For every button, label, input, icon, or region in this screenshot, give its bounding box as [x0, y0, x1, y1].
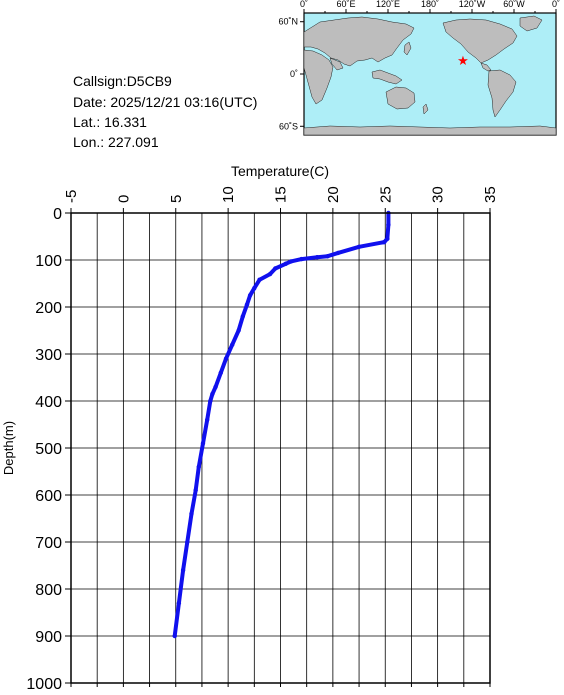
profile-point	[208, 398, 213, 404]
profile-point	[180, 568, 186, 573]
x-axis-ticks: -5 0 5 10 15 20 25 30 35	[63, 186, 499, 687]
callsign-text: Callsign:D5CB9	[73, 73, 172, 89]
map-lon-label: 120˚E	[376, 0, 400, 9]
x-tick-label: 0	[115, 195, 132, 203]
profile-point	[385, 236, 390, 242]
profile-point	[236, 328, 241, 333]
y-tick-label: 800	[35, 582, 62, 599]
map-lon-label: 0˚	[300, 0, 308, 9]
landmass-se-asia	[371, 69, 403, 85]
plot-grid	[70, 212, 491, 684]
profile-point	[283, 261, 288, 266]
station-marker-star-icon: ★	[457, 53, 469, 68]
x-tick-label: 5	[168, 195, 185, 203]
y-tick-label: 0	[53, 206, 62, 223]
map-lon-label: 60˚E	[336, 0, 355, 9]
x-tick-label: 35	[482, 186, 499, 203]
series-layer	[172, 210, 391, 639]
y-tick-label: 500	[35, 441, 62, 458]
map-lon-label: 60˚W	[503, 0, 525, 9]
y-tick-label: 1000	[26, 676, 62, 690]
y-tick-label: 700	[35, 535, 62, 552]
x-tick-label: -5	[63, 190, 80, 203]
profile-point	[240, 314, 245, 319]
map-lon-label: 0˚	[552, 0, 560, 9]
profile-point	[356, 244, 362, 250]
plot-frame	[70, 212, 491, 684]
y-tick-label: 100	[35, 253, 62, 270]
x-tick-label: 10	[220, 186, 237, 203]
landmass-greenland	[519, 15, 543, 32]
y-tick-label: 600	[35, 488, 62, 505]
x-tick-label: 15	[273, 186, 290, 203]
temperature-profile-line	[172, 211, 391, 638]
map-landmasses	[303, 15, 557, 136]
landmass-australia	[385, 86, 416, 110]
x-tick-label: 25	[377, 186, 394, 203]
map-lat-label: 60˚S	[279, 121, 298, 131]
x-tick-label: 20	[325, 186, 342, 203]
profile-point	[210, 391, 215, 397]
profile-point	[314, 254, 320, 260]
profile-point	[247, 293, 253, 298]
profile-point	[230, 342, 235, 347]
profile-point	[252, 286, 257, 291]
map-lon-label: 180˚	[421, 0, 439, 9]
profile-point	[196, 464, 201, 469]
profile-point	[325, 254, 330, 259]
profile-point	[189, 511, 194, 516]
profile-point	[299, 256, 304, 262]
profile-point	[273, 266, 278, 271]
date-text: Date: 2025/12/21 03:16(UTC)	[73, 94, 257, 110]
latitude-text: Lat.: 16.331	[73, 114, 147, 130]
landmass-north-america	[442, 18, 518, 64]
x-tick-label: 30	[430, 186, 447, 203]
map-lat-label: 0˚	[290, 69, 298, 79]
world-map-inset: 0˚ 60˚E 120˚E 180˚ 120˚W 60˚W 0˚60˚N0˚60˚S ★	[278, 0, 560, 136]
station-info: Callsign:D5CB9 Date: 2025/12/21 03:16(UT…	[73, 73, 257, 150]
landmass-central-america	[480, 62, 492, 72]
landmass-arabia	[329, 57, 344, 71]
profile-point	[267, 271, 273, 277]
y-tick-label: 400	[35, 394, 62, 411]
map-frame-ticks: 0˚ 60˚E 120˚E 180˚ 120˚W 60˚W 0˚60˚N0˚60˚S	[278, 0, 560, 131]
y-axis-title: Depth(m)	[1, 421, 16, 475]
profile-point	[204, 417, 210, 422]
landmass-africa	[303, 49, 334, 105]
profile-point	[218, 370, 223, 375]
profile-point	[213, 384, 218, 390]
profile-point	[193, 488, 198, 493]
longitude-text: Lon.: 227.091	[73, 134, 159, 150]
y-tick-label: 900	[35, 629, 62, 646]
profile-point	[223, 356, 229, 361]
x-axis-title: Temperature(C)	[231, 163, 329, 179]
landmass-new-zealand	[422, 103, 429, 115]
y-tick-label: 200	[35, 300, 62, 317]
landmass-antarctica	[303, 125, 557, 136]
landmass-japan	[403, 41, 412, 56]
profile-point	[382, 239, 387, 245]
landmass-south-america	[487, 69, 517, 118]
profile-point	[244, 302, 250, 307]
profile-point	[335, 250, 341, 256]
profile-point	[386, 222, 391, 227]
landmass-eurasia	[303, 16, 415, 67]
map-lat-label: 60˚N	[278, 17, 298, 27]
y-axis-ticks: 0 100 200 300 400 500 600 700 800 900 1000	[26, 206, 71, 693]
profile-point	[176, 600, 182, 606]
y-tick-label: 300	[35, 347, 62, 364]
profile-point	[172, 633, 177, 639]
profile-point	[288, 259, 294, 264]
profile-point	[185, 539, 190, 545]
profile-point	[257, 277, 262, 282]
map-lon-label: 120˚W	[459, 0, 486, 9]
temperature-profile-chart: Temperature(C) Depth(m) -5 0 5 10 15 20 25 30 35…	[1, 163, 499, 693]
profile-point	[200, 441, 206, 446]
